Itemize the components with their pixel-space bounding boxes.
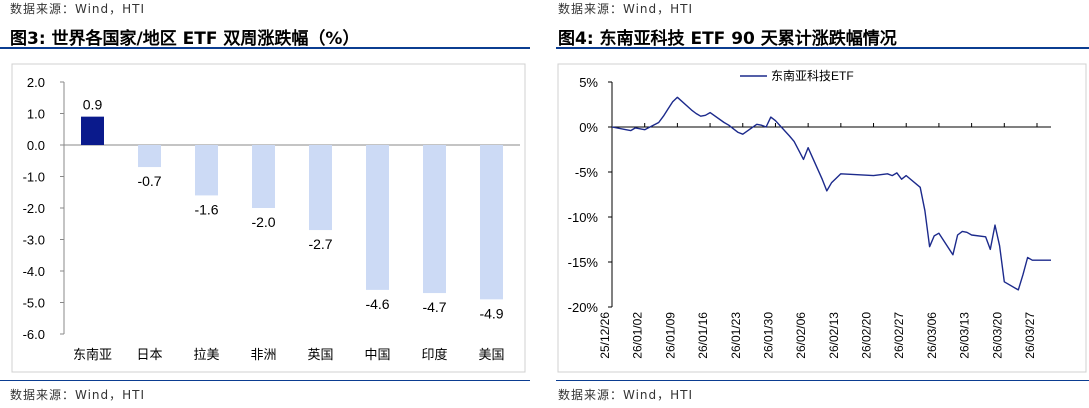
data-label: -4.7 xyxy=(422,299,446,315)
title-divider xyxy=(556,47,1089,49)
x-tick-label: 26/02/13 xyxy=(827,312,841,359)
bar-6 xyxy=(366,145,389,290)
y-tick-label: 2.0 xyxy=(27,75,45,90)
data-label: -0.7 xyxy=(137,173,161,189)
y-tick-label: -3.0 xyxy=(23,233,45,248)
source-note-bottom: 数据来源：Wind，HTI xyxy=(558,388,694,402)
footer-divider xyxy=(0,380,530,381)
x-tick-label: 26/01/16 xyxy=(696,312,710,359)
y-tick-label: -1.0 xyxy=(23,170,45,185)
y-tick-label: -5.0 xyxy=(23,296,45,311)
x-tick-label: 26/01/23 xyxy=(729,312,743,359)
x-tick-label: 26/03/20 xyxy=(990,312,1004,359)
data-label: -4.9 xyxy=(479,305,503,321)
y-tick-label: 1.0 xyxy=(27,107,45,122)
footer-divider xyxy=(556,380,1089,381)
x-category-label: 拉美 xyxy=(193,347,219,362)
bar-5 xyxy=(309,145,332,231)
y-tick-label: 5% xyxy=(579,75,598,90)
y-tick-label: -15% xyxy=(568,255,599,270)
bar-2 xyxy=(138,145,161,168)
y-tick-label: -5% xyxy=(575,165,599,180)
bar-3 xyxy=(195,145,218,196)
chart-title: 图4: 东南亚科技 ETF 90 天累计涨跌幅情况 xyxy=(558,29,897,49)
x-category-label: 日本 xyxy=(136,347,162,362)
title-divider xyxy=(0,47,530,49)
x-tick-label: 26/03/13 xyxy=(958,312,972,359)
x-tick-label: 26/03/06 xyxy=(925,312,939,359)
y-tick-label: 0.0 xyxy=(27,138,45,153)
series-line xyxy=(611,96,1051,291)
x-tick-label: 26/01/09 xyxy=(663,312,677,359)
x-category-label: 中国 xyxy=(364,347,390,362)
data-label: -1.6 xyxy=(194,201,218,217)
x-category-label: 美国 xyxy=(478,347,504,362)
x-category-label: 英国 xyxy=(307,347,333,362)
bar-chart: 2.0 1.0 0.0 -1.0 -2.0 -3.0 -4.0 -5.0 -6.0 0.9 东南亚 -… xyxy=(11,63,526,373)
data-label: 0.9 xyxy=(83,97,103,113)
source-note-bottom: 数据来源：Wind，HTI xyxy=(10,388,146,402)
y-tick-label: -10% xyxy=(568,210,599,225)
x-tick-label: 26/01/02 xyxy=(631,312,645,359)
bar-chart-panel: 数据来源：Wind，HTI 图3: 世界各国家/地区 ETF 双周涨跌幅（%） … xyxy=(0,0,530,408)
x-category-label: 东南亚 xyxy=(73,347,112,362)
x-category-label: 非洲 xyxy=(250,347,276,362)
data-label: -2.0 xyxy=(251,214,275,230)
x-tick-label: 25/12/26 xyxy=(598,312,612,359)
y-tick-label: -4.0 xyxy=(23,264,45,279)
bar-1 xyxy=(81,116,104,145)
x-tick-label: 26/02/20 xyxy=(860,312,874,359)
y-tick-label: 0% xyxy=(579,120,598,135)
source-note-top: 数据来源：Wind，HTI xyxy=(558,2,694,16)
y-tick-label: -6.0 xyxy=(23,327,45,342)
y-tick-label: -20% xyxy=(568,300,599,315)
legend-label: 东南亚科技ETF xyxy=(771,68,854,83)
bar-8 xyxy=(480,145,503,300)
x-tick-label: 26/03/27 xyxy=(1023,312,1037,359)
chart-title: 图3: 世界各国家/地区 ETF 双周涨跌幅（%） xyxy=(10,29,360,49)
bar-4 xyxy=(252,145,275,208)
plot-frame xyxy=(557,63,1087,373)
line-chart: 5% 0% -5% -10% -15% -20%25/12/26 26/01/02 26/01… xyxy=(557,63,1087,373)
plot-frame xyxy=(11,63,526,373)
y-tick-label: -2.0 xyxy=(23,201,45,216)
source-note-top: 数据来源：Wind，HTI xyxy=(10,2,146,16)
line-chart-panel: 数据来源：Wind，HTI 图4: 东南亚科技 ETF 90 天累计涨跌幅情况 … xyxy=(556,0,1089,408)
bar-7 xyxy=(423,145,446,294)
x-tick-label: 26/02/27 xyxy=(892,312,906,359)
data-label: -2.7 xyxy=(308,236,332,252)
x-category-label: 印度 xyxy=(421,347,447,362)
x-tick-label: 26/01/30 xyxy=(761,312,775,359)
data-label: -4.6 xyxy=(365,296,389,312)
x-tick-label: 26/02/06 xyxy=(794,312,808,359)
